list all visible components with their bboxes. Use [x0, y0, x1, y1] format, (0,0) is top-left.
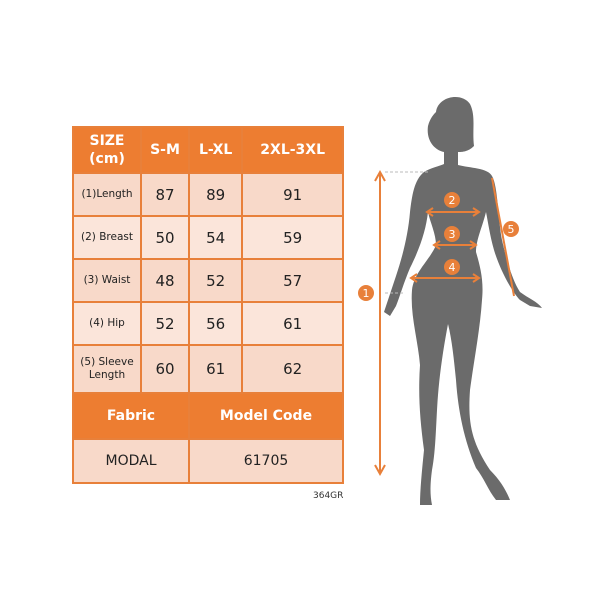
table-cell: 57	[241, 258, 344, 303]
table-cell: 89	[188, 172, 244, 217]
marker-2: 2	[444, 192, 460, 208]
fabric-label: Fabric	[71, 392, 191, 440]
table-row: (3) Waist 48 52 57	[72, 258, 344, 303]
svg-text:3: 3	[449, 228, 456, 241]
table-cell: 50	[139, 215, 191, 260]
fabric-header-row: Fabric Model Code	[71, 392, 344, 440]
size-header: SIZE (cm)	[72, 126, 142, 174]
model-code-value: 61705	[188, 438, 344, 484]
silhouette-icon	[384, 97, 542, 505]
sleeve-arrow	[491, 177, 515, 297]
fabric-value: MODAL	[71, 438, 191, 484]
col-header: L-XL	[188, 126, 244, 174]
size-table: SIZE (cm) S-M L-XL 2XL-3XL (1)Length 87 8…	[71, 126, 344, 484]
table-cell: 62	[241, 344, 344, 394]
table-cell: 59	[241, 215, 344, 260]
table-row: (1)Length 87 89 91	[72, 172, 344, 217]
table-cell: 91	[241, 172, 344, 217]
table-cell: 87	[139, 172, 191, 217]
marker-4: 4	[444, 259, 460, 275]
table-row: (4) Hip 52 56 61	[72, 301, 344, 346]
table-cell: 60	[139, 344, 191, 394]
svg-text:4: 4	[449, 261, 456, 274]
table-cell: 52	[188, 258, 244, 303]
table-cell: 52	[139, 301, 191, 346]
row-label: (2) Breast	[72, 215, 142, 260]
table-row: (5) Sleeve Length 60 61 62	[72, 344, 344, 394]
row-label: (1)Length	[72, 172, 142, 217]
table-cell: 61	[241, 301, 344, 346]
row-label: (4) Hip	[72, 301, 142, 346]
model-code-label: Model Code	[188, 392, 344, 440]
measurement-arrows	[374, 169, 515, 477]
product-code: 364GR	[313, 491, 344, 501]
table-cell: 54	[188, 215, 244, 260]
table-cell: 56	[188, 301, 244, 346]
table-header-row: SIZE (cm) S-M L-XL 2XL-3XL	[72, 126, 344, 174]
table-cell: 61	[188, 344, 244, 394]
row-label: (3) Waist	[72, 258, 142, 303]
col-header: S-M	[139, 126, 191, 174]
svg-text:1: 1	[363, 287, 370, 300]
row-label: (5) Sleeve Length	[72, 344, 142, 394]
col-header: 2XL-3XL	[241, 126, 344, 174]
table-row: (2) Breast 50 54 59	[72, 215, 344, 260]
svg-text:2: 2	[449, 194, 456, 207]
marker-3: 3	[444, 226, 460, 242]
table-cell: 48	[139, 258, 191, 303]
marker-1: 1	[358, 285, 374, 301]
marker-5: 5	[503, 221, 519, 237]
svg-text:5: 5	[508, 223, 515, 236]
fabric-value-row: MODAL 61705	[71, 438, 344, 484]
